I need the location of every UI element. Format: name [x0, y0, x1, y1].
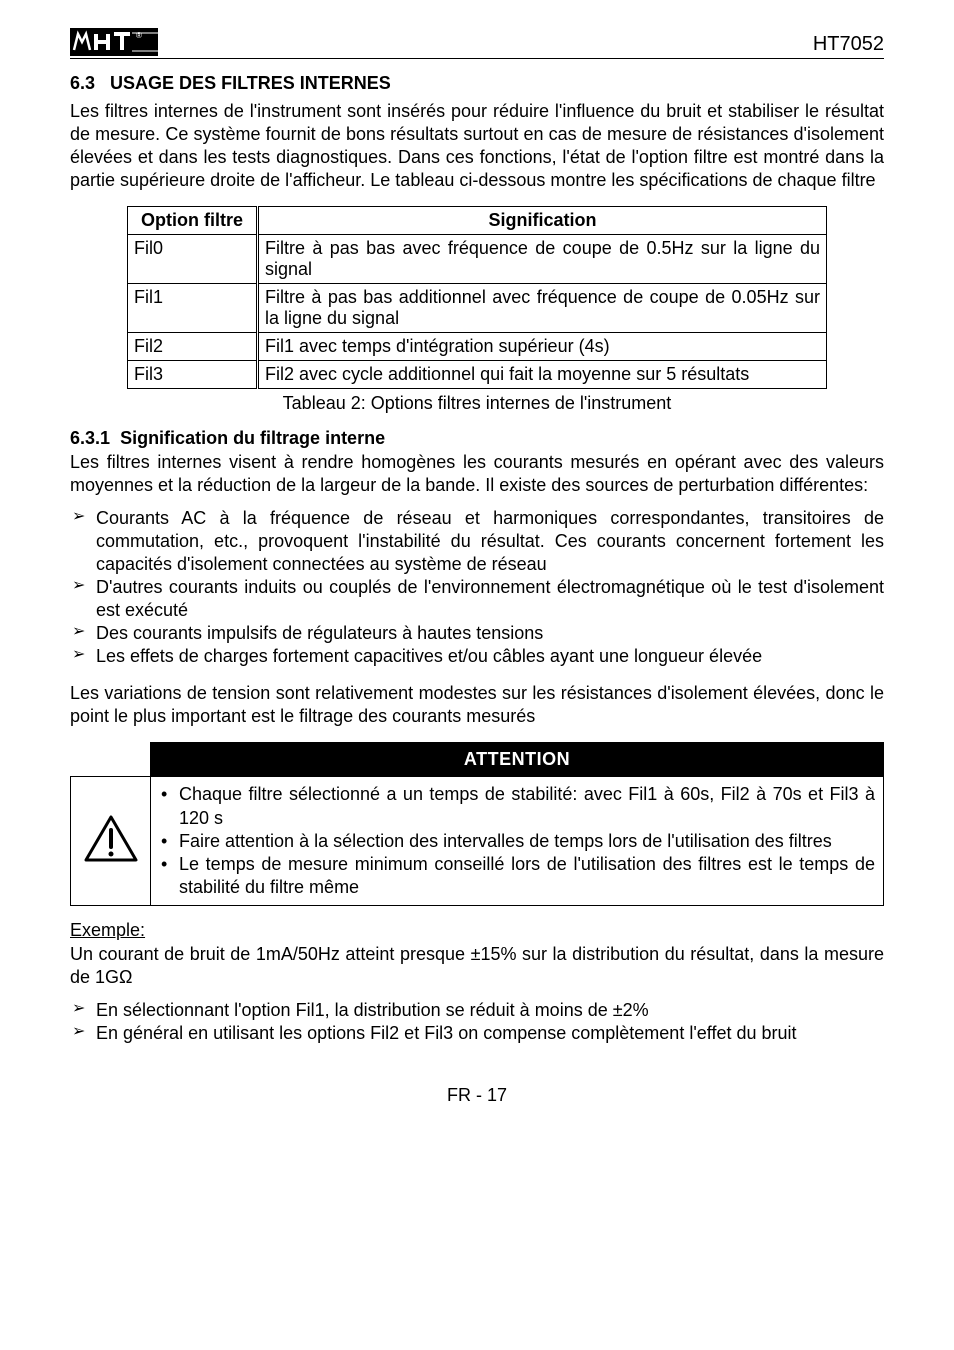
page-footer: FR - 17: [70, 1085, 884, 1106]
table-row: Fil1 Filtre à pas bas additionnel avec f…: [127, 284, 826, 333]
table-row: Fil0 Filtre à pas bas avec fréquence de …: [127, 235, 826, 284]
attention-item: Faire attention à la sélection des inter…: [159, 830, 875, 853]
brand-logo: ®: [70, 28, 158, 56]
table-row: Fil3 Fil2 avec cycle additionnel qui fai…: [127, 361, 826, 389]
warning-icon: [83, 814, 139, 864]
attention-header: ATTENTION: [151, 743, 884, 777]
attention-item: Chaque filtre sélectionné a un temps de …: [159, 783, 875, 829]
perturbation-list: Courants AC à la fréquence de réseau et …: [70, 507, 884, 668]
table-row: Fil2 Fil1 avec temps d'intégration supér…: [127, 333, 826, 361]
header-row: ® HT7052: [70, 28, 884, 59]
svg-text:®: ®: [136, 31, 142, 40]
subsection-closing: Les variations de tension sont relativem…: [70, 682, 884, 728]
warning-icon-cell: [71, 777, 151, 905]
subsection-intro: Les filtres internes visent à rendre hom…: [70, 451, 884, 497]
table-header-signification: Signification: [257, 207, 826, 235]
example-heading: Exemple:: [70, 920, 884, 941]
attention-item: Le temps de mesure minimum conseillé lor…: [159, 853, 875, 899]
example-para: Un courant de bruit de 1mA/50Hz atteint …: [70, 943, 884, 989]
list-item: En sélectionnant l'option Fil1, la distr…: [70, 999, 884, 1022]
table-caption: Tableau 2: Options filtres internes de l…: [70, 393, 884, 414]
list-item: En général en utilisant les options Fil2…: [70, 1022, 884, 1045]
list-item: Courants AC à la fréquence de réseau et …: [70, 507, 884, 576]
example-list: En sélectionnant l'option Fil1, la distr…: [70, 999, 884, 1045]
filter-options-table: Option filtre Signification Fil0 Filtre …: [127, 206, 827, 389]
attention-content: Chaque filtre sélectionné a un temps de …: [151, 777, 884, 905]
list-item: Des courants impulsifs de régulateurs à …: [70, 622, 884, 645]
subsection-title: 6.3.1 Signification du filtrage interne: [70, 428, 884, 449]
table-header-option: Option filtre: [127, 207, 257, 235]
list-item: D'autres courants induits ou couplés de …: [70, 576, 884, 622]
section-title: 6.3 USAGE DES FILTRES INTERNES: [70, 73, 884, 94]
section-intro: Les filtres internes de l'instrument son…: [70, 100, 884, 192]
attention-box: ATTENTION Chaque filtre sélectionné a un…: [70, 742, 884, 905]
model-number: HT7052: [813, 33, 884, 56]
list-item: Les effets de charges fortement capaciti…: [70, 645, 884, 668]
